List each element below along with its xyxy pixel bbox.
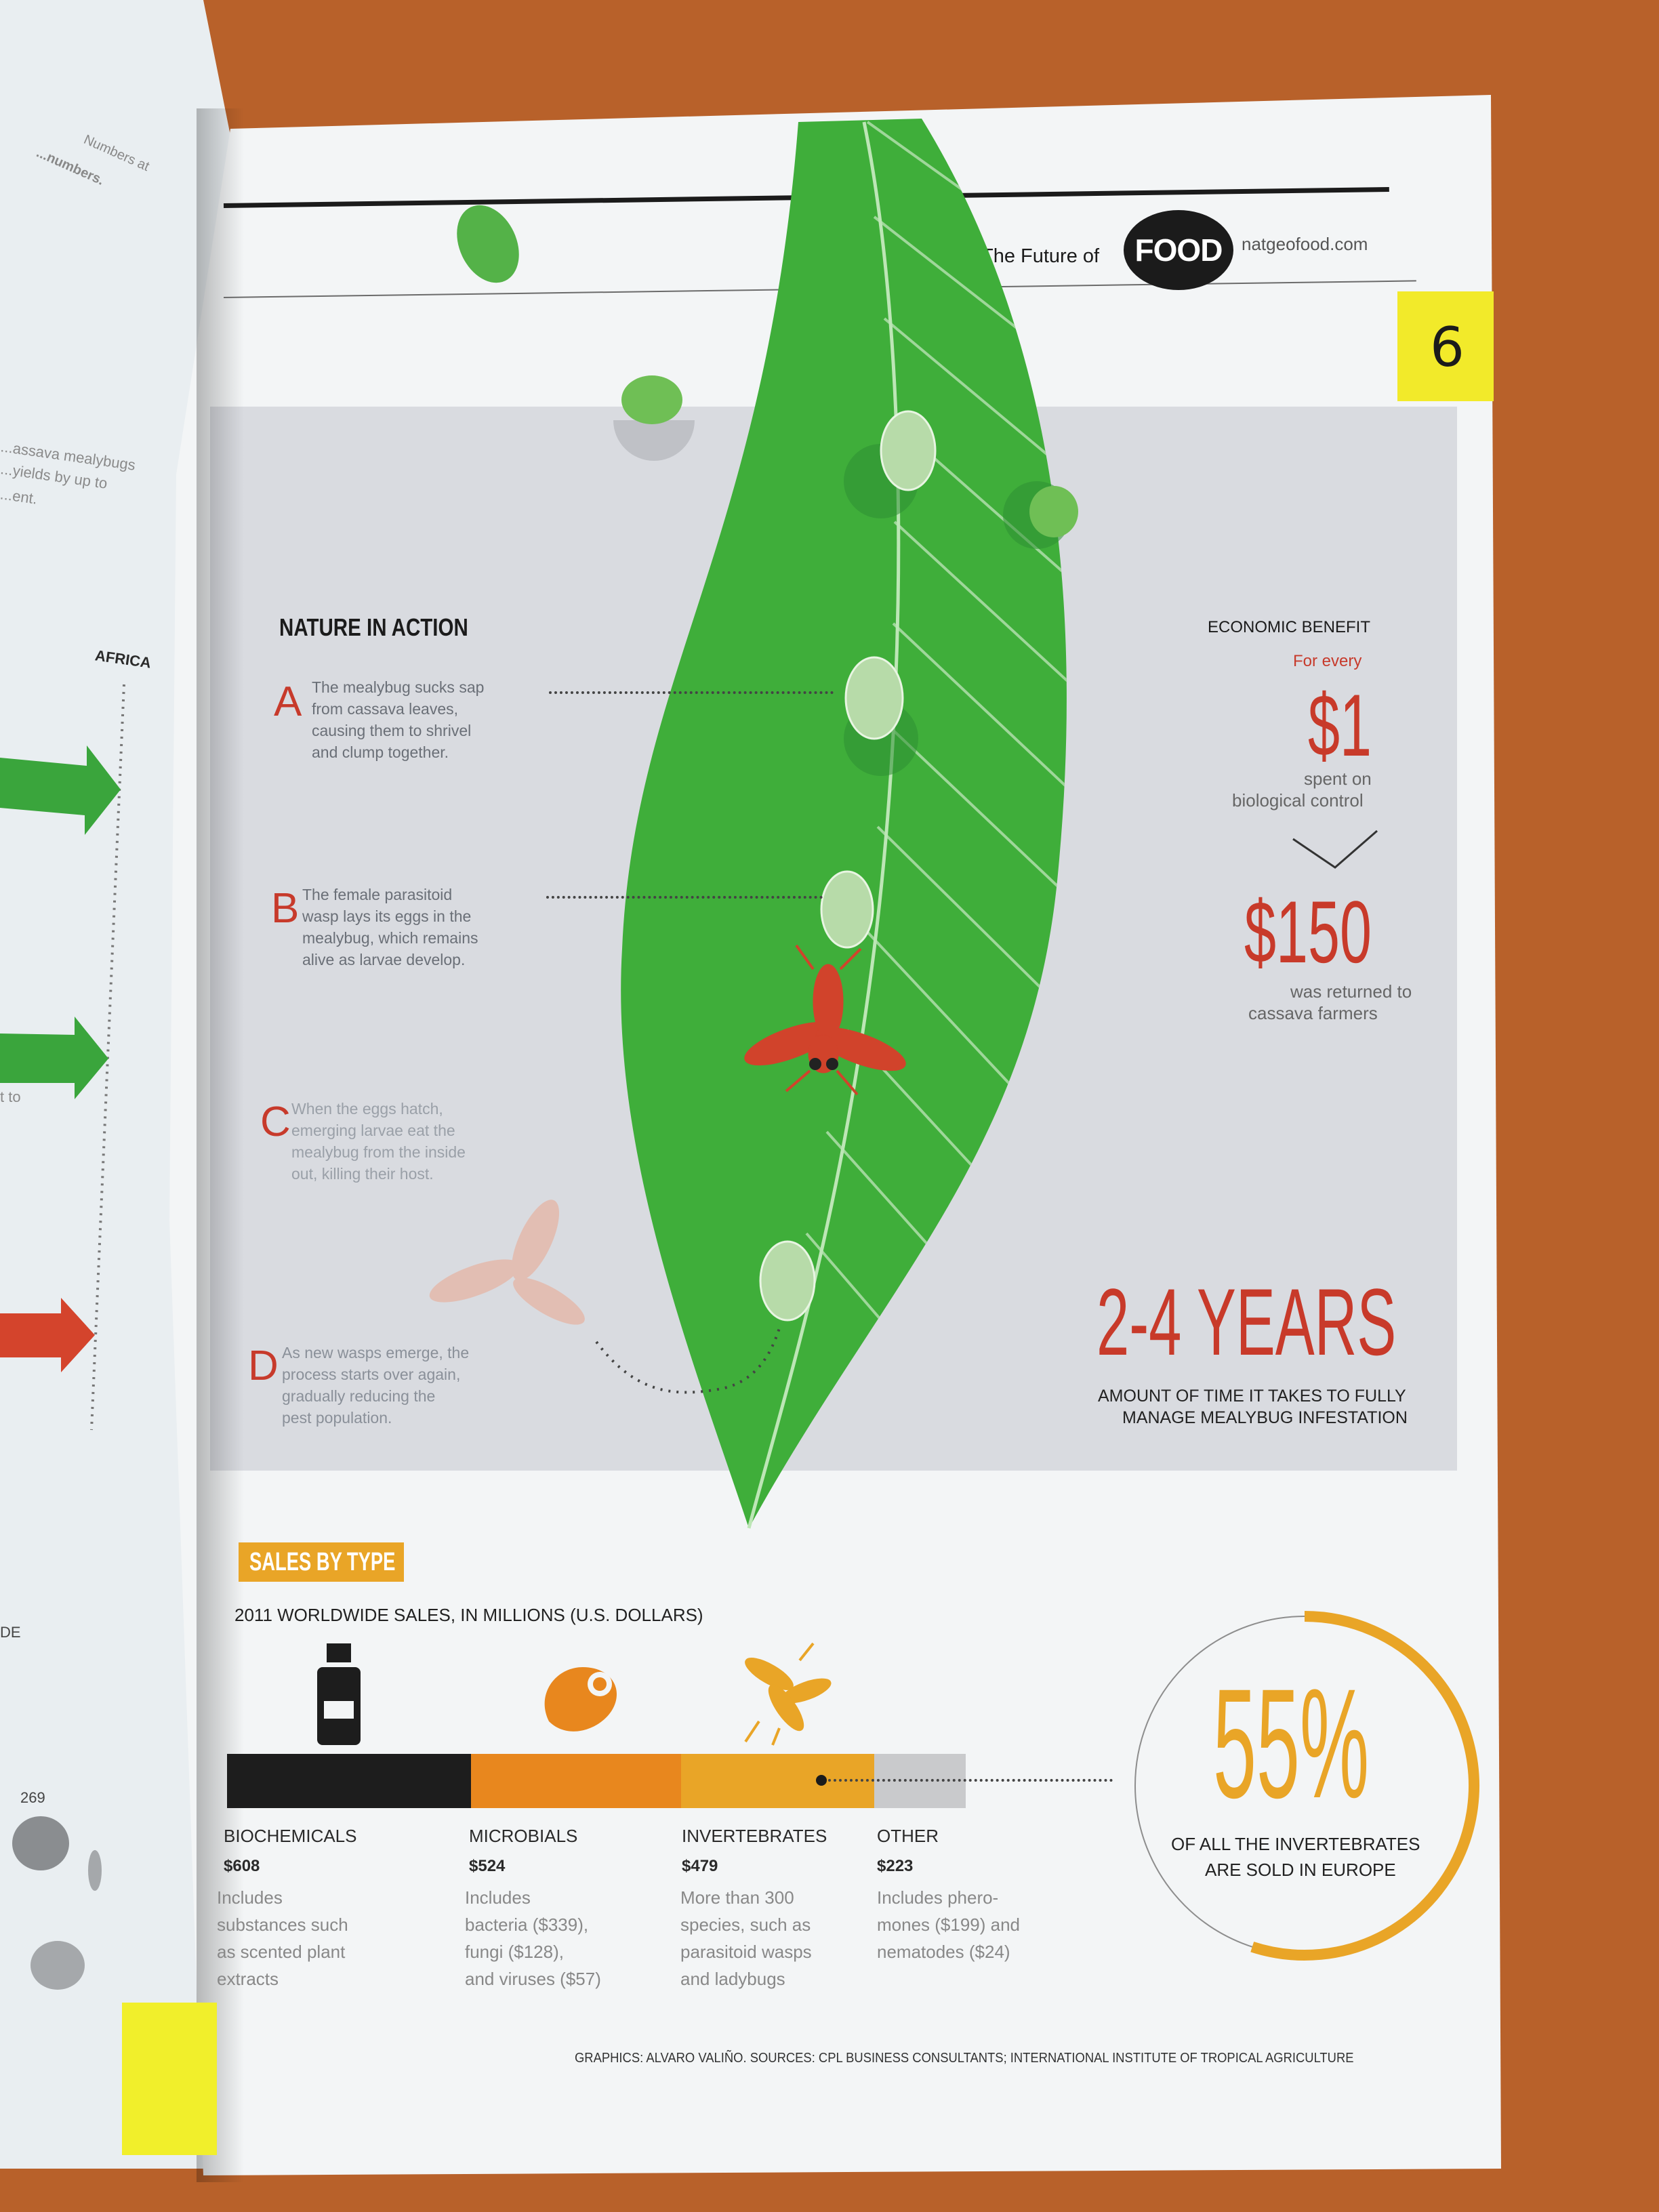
cat-amount-biochemicals: $608	[224, 1857, 260, 1875]
left-page-graphics	[0, 684, 125, 1990]
returned-text-1: was returned to	[1290, 981, 1412, 1002]
cat-name-microbials: MICROBIALS	[469, 1826, 578, 1846]
amount-2: $150	[1244, 882, 1372, 981]
step-d-letter: D	[248, 1343, 279, 1389]
europe-caption-1: OF ALL THE INVERTEBRATES	[1171, 1834, 1420, 1854]
returned-text-2: cassava farmers	[1248, 1003, 1378, 1023]
step-a-letter: A	[274, 678, 302, 725]
gutter-shadow	[197, 108, 244, 2182]
nature-title: NATURE IN ACTION	[279, 613, 468, 641]
europe-percent: 55%	[1213, 1656, 1370, 1830]
step-b-letter: B	[271, 885, 300, 932]
years-caption-1: AMOUNT OF TIME IT TAKES TO FULLY	[1098, 1387, 1406, 1406]
cat-desc-biochemicals: Includes substances such as scented plan…	[217, 1887, 348, 1989]
yellow-tab	[122, 2003, 217, 2155]
cat-desc-invertebrates: More than 300 species, such as parasitoi…	[680, 1887, 812, 1989]
step-d-text: As new wasps emerge, the process starts …	[282, 1344, 470, 1427]
europe-share-ring	[1134, 1611, 1479, 1961]
cat-name-other: OTHER	[877, 1826, 939, 1846]
step-c-text: When the eggs hatch, emerging larvae eat…	[291, 1100, 466, 1183]
wasp-icon	[744, 1642, 832, 1746]
bottle-icon	[317, 1643, 361, 1745]
down-chevron	[1292, 830, 1378, 869]
header-left-text: The Future of	[981, 245, 1100, 267]
site-link[interactable]: natgeofood.com	[1242, 234, 1368, 254]
years-value: 2-4 YEARS	[1097, 1269, 1397, 1375]
step-c-letter: C	[260, 1099, 291, 1145]
for-every-text: For every	[1293, 652, 1362, 670]
cat-amount-other: $223	[877, 1857, 914, 1875]
bar-segment-microbials	[471, 1754, 681, 1808]
sales-subtitle: 2011 WORLDWIDE SALES, IN MILLIONS (U.S. …	[234, 1605, 703, 1625]
step-b-text: The female parasitoid wasp lays its eggs…	[302, 886, 478, 968]
sticky-note-number: 6	[1430, 316, 1465, 379]
step-a-text: The mealybug sucks sap from cassava leav…	[312, 678, 485, 761]
cat-desc-microbials: Includes bacteria ($339), fungi ($128), …	[465, 1887, 601, 1989]
sticky-note: 6	[1397, 291, 1494, 401]
microbe-icon	[544, 1667, 617, 1732]
years-caption-2: MANAGE MEALYBUG INFESTATION	[1122, 1408, 1408, 1427]
leaf-shape	[621, 119, 1067, 1528]
bar-marker	[816, 1775, 827, 1786]
food-badge: FOOD	[1124, 210, 1233, 290]
step-b-leader	[546, 896, 823, 899]
sales-tag-label: SALES BY TYPE	[249, 1548, 396, 1576]
map-number: 269	[20, 1789, 45, 1806]
left-de-text: DE	[0, 1624, 21, 1641]
spent-text-2: biological control	[1232, 790, 1364, 811]
spent-text-1: spent on	[1304, 769, 1372, 789]
bar-segment-biochemicals	[227, 1754, 471, 1808]
europe-caption-2: ARE SOLD IN EUROPE	[1205, 1860, 1396, 1880]
cat-amount-microbials: $524	[469, 1857, 506, 1875]
cat-name-invertebrates: INVERTEBRATES	[682, 1826, 827, 1846]
credits: GRAPHICS: ALVARO VALIÑO. SOURCES: CPL BU…	[575, 2051, 1354, 2066]
sales-tag: SALES BY TYPE	[239, 1542, 404, 1582]
cat-amount-invertebrates: $479	[682, 1857, 718, 1875]
amount-1: $1	[1308, 676, 1372, 775]
cat-name-biochemicals: BIOCHEMICALS	[224, 1826, 357, 1846]
food-badge-label: FOOD	[1134, 232, 1223, 268]
europe-share-arc	[1250, 1611, 1479, 1961]
economic-title: ECONOMIC BENEFIT	[1208, 618, 1371, 636]
cat-desc-other: Includes phero- mones ($199) and nematod…	[877, 1887, 1021, 1962]
left-to-text: t to	[0, 1088, 21, 1105]
step-a-leader	[549, 691, 834, 694]
europe-leader	[828, 1779, 1113, 1782]
